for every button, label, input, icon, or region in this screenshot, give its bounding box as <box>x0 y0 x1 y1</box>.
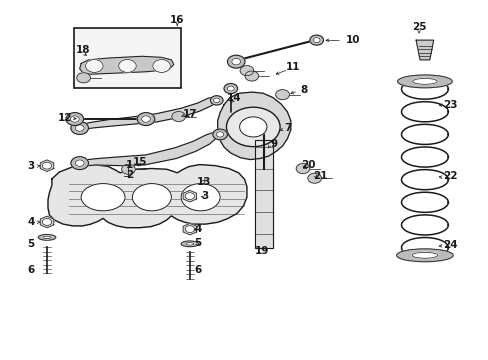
Circle shape <box>244 71 258 81</box>
Text: 17: 17 <box>182 109 197 119</box>
Ellipse shape <box>397 75 451 88</box>
Text: 24: 24 <box>442 239 457 249</box>
Circle shape <box>309 35 323 45</box>
Text: 21: 21 <box>312 171 326 181</box>
Polygon shape <box>73 133 217 166</box>
Text: 5: 5 <box>27 239 35 249</box>
Bar <box>74 28 181 88</box>
Text: 20: 20 <box>300 160 314 170</box>
Circle shape <box>75 125 84 131</box>
Circle shape <box>71 122 88 134</box>
Circle shape <box>185 193 194 199</box>
Text: 18: 18 <box>75 45 90 55</box>
Text: 8: 8 <box>300 85 307 95</box>
Polygon shape <box>40 160 54 171</box>
Ellipse shape <box>412 78 436 84</box>
Circle shape <box>240 66 253 76</box>
Text: 5: 5 <box>194 238 202 248</box>
Circle shape <box>210 96 223 105</box>
Circle shape <box>42 162 52 169</box>
Text: 15: 15 <box>132 157 146 167</box>
Circle shape <box>70 116 79 122</box>
Polygon shape <box>76 97 219 131</box>
Text: 23: 23 <box>442 100 457 110</box>
Circle shape <box>239 117 266 137</box>
Ellipse shape <box>81 184 125 211</box>
Circle shape <box>213 98 220 103</box>
Bar <box>255 140 272 248</box>
Circle shape <box>137 113 155 126</box>
Polygon shape <box>40 216 54 228</box>
Circle shape <box>75 160 84 166</box>
Polygon shape <box>415 40 433 60</box>
Ellipse shape <box>185 243 193 245</box>
Text: 3: 3 <box>201 191 208 201</box>
Text: 7: 7 <box>284 123 291 133</box>
Text: 9: 9 <box>270 139 277 149</box>
Ellipse shape <box>43 236 51 239</box>
Bar <box>255 140 272 248</box>
Circle shape <box>85 59 103 72</box>
Ellipse shape <box>132 184 171 211</box>
Circle shape <box>119 59 136 72</box>
Circle shape <box>224 84 237 94</box>
Text: 22: 22 <box>442 171 457 181</box>
Ellipse shape <box>181 241 198 247</box>
Circle shape <box>216 132 224 137</box>
Circle shape <box>275 90 289 100</box>
Text: 4: 4 <box>27 217 35 227</box>
Circle shape <box>296 163 309 174</box>
Circle shape <box>142 116 150 122</box>
Polygon shape <box>217 92 290 159</box>
Text: 12: 12 <box>58 113 73 123</box>
Text: 2: 2 <box>126 170 133 180</box>
Text: 3: 3 <box>27 161 35 171</box>
Circle shape <box>42 219 52 225</box>
Circle shape <box>153 59 170 72</box>
Text: 4: 4 <box>194 224 202 234</box>
Polygon shape <box>80 56 173 74</box>
Circle shape <box>171 112 185 122</box>
Polygon shape <box>183 224 196 235</box>
Circle shape <box>212 129 227 140</box>
Circle shape <box>226 107 280 147</box>
Circle shape <box>231 58 240 65</box>
Circle shape <box>185 226 194 233</box>
Text: 19: 19 <box>254 246 268 256</box>
Text: 11: 11 <box>285 62 300 72</box>
Text: 25: 25 <box>411 22 426 32</box>
Text: 1: 1 <box>126 160 133 170</box>
Text: 14: 14 <box>226 93 241 103</box>
Circle shape <box>313 38 320 42</box>
Circle shape <box>77 73 90 83</box>
Text: 16: 16 <box>170 15 184 26</box>
Circle shape <box>71 157 88 170</box>
Ellipse shape <box>181 184 220 211</box>
Ellipse shape <box>38 234 56 240</box>
Text: 13: 13 <box>197 177 211 187</box>
Polygon shape <box>48 165 246 228</box>
Circle shape <box>227 55 244 68</box>
Text: 6: 6 <box>194 265 202 275</box>
Circle shape <box>307 173 321 183</box>
Ellipse shape <box>411 252 437 258</box>
Ellipse shape <box>396 249 452 262</box>
Text: 10: 10 <box>345 35 359 45</box>
Circle shape <box>122 164 135 174</box>
Circle shape <box>66 113 83 126</box>
Text: 6: 6 <box>27 265 35 275</box>
Circle shape <box>227 86 234 91</box>
Polygon shape <box>183 190 196 202</box>
